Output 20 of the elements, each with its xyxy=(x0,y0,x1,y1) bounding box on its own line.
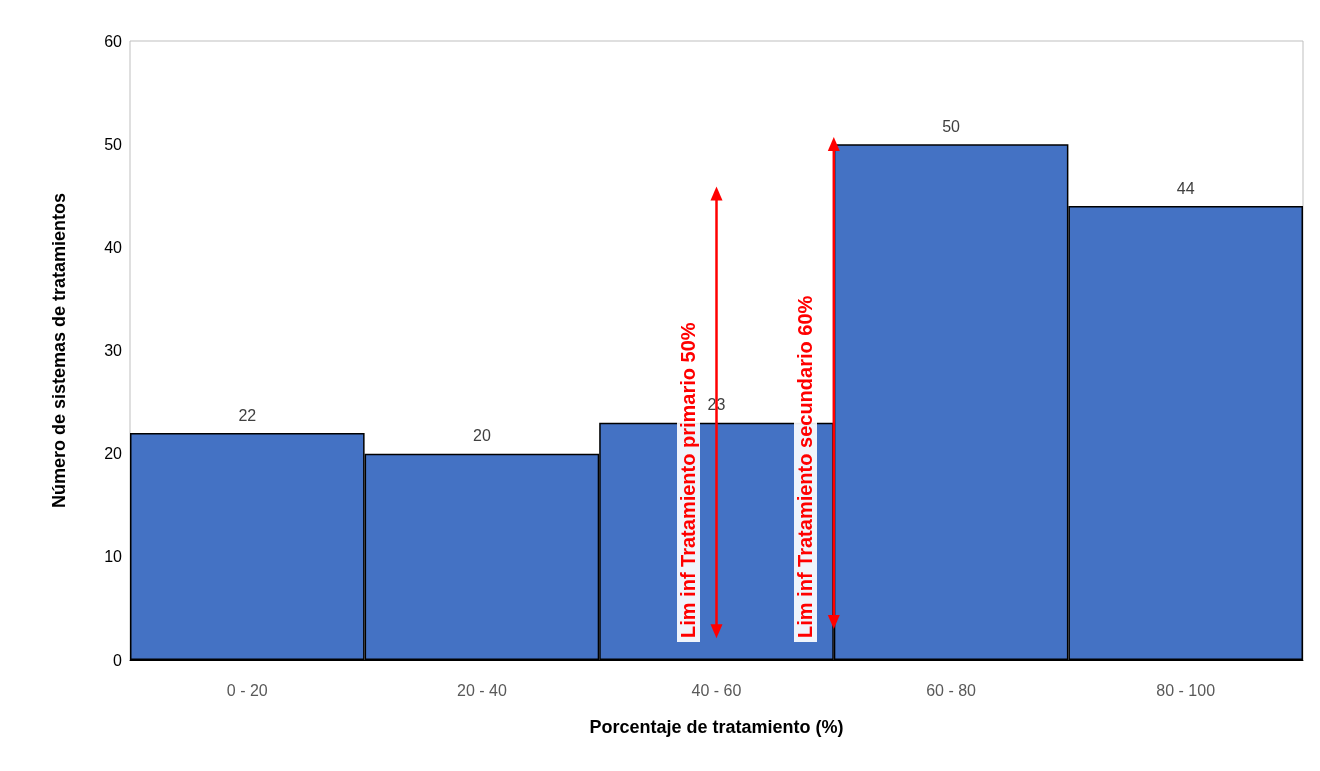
annotation: Lim inf Tratamiento primario 50% xyxy=(676,318,700,642)
y-tick-label: 10 xyxy=(104,548,123,566)
x-tick-label: 0 - 20 xyxy=(226,681,268,699)
annotation: Lim inf Tratamiento secundario 60% xyxy=(793,291,817,642)
y-tick-label: 0 xyxy=(113,651,123,669)
data-label: 20 xyxy=(473,427,491,445)
x-tick-label: 20 - 40 xyxy=(456,681,507,699)
x-tick-label: 80 - 100 xyxy=(1156,681,1216,699)
y-axis-title: Número de sistemas de tratamientos xyxy=(49,192,69,509)
x-axis-title: Porcentaje de tratamiento (%) xyxy=(589,717,844,737)
y-tick-label: 20 xyxy=(104,445,123,463)
y-tick-label: 30 xyxy=(104,342,123,359)
y-tick-label: 60 xyxy=(104,32,123,50)
y-tick-label: 50 xyxy=(104,135,123,153)
data-label: 50 xyxy=(942,117,961,135)
x-tick-label: 40 - 60 xyxy=(691,681,742,699)
y-tick-label: 40 xyxy=(104,238,123,256)
x-tick-label: 60 - 80 xyxy=(926,681,977,699)
data-label: 44 xyxy=(1176,179,1195,197)
data-label: 22 xyxy=(238,406,257,424)
